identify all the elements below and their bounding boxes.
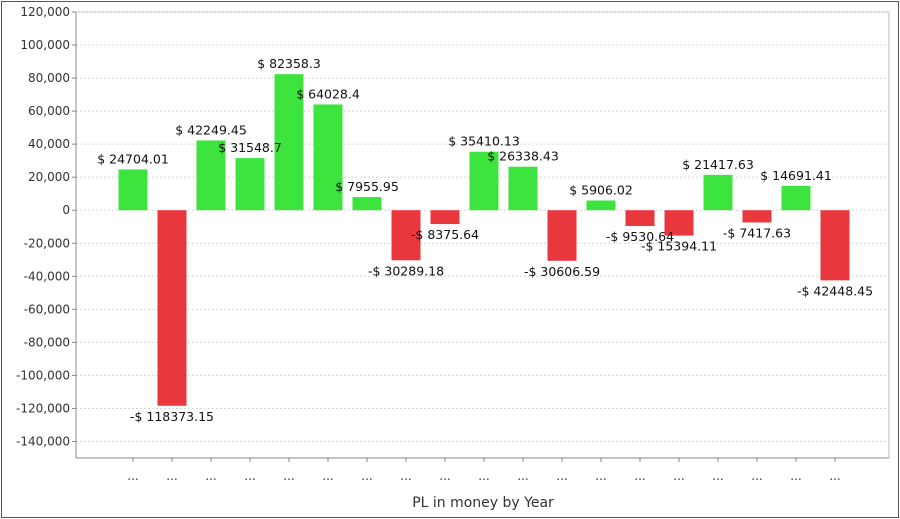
bar-value-label: $ 82358.3 [257,56,321,71]
bar [820,210,850,281]
bar-value-label: -$ 118373.15 [130,409,214,424]
x-tick-label: ... [712,469,723,483]
y-tick-label: 100,000 [20,38,70,52]
y-tick-label: 0 [62,203,70,217]
y-tick-label: 60,000 [28,104,70,118]
bar-value-label: -$ 42448.45 [797,283,873,298]
y-tick-label: 120,000 [20,5,70,19]
bar-value-label: $ 26338.43 [487,149,559,164]
x-tick-label: ... [283,469,294,483]
bar [274,74,304,211]
bar [313,104,343,211]
x-tick-label: ... [322,469,333,483]
x-tick-label: ... [634,469,645,483]
bar-value-label: -$ 30606.59 [524,264,600,279]
bar-value-label: $ 31548.7 [218,140,282,155]
bar [664,210,694,236]
bars [118,74,850,406]
bar-value-label: $ 24704.01 [97,151,169,166]
y-tick-label: 80,000 [28,71,70,85]
bar [157,210,187,406]
x-tick-label: ... [361,469,372,483]
x-tick-label: ... [673,469,684,483]
y-tick-label: -120,000 [16,401,70,415]
bar-value-label: $ 14691.41 [760,168,832,183]
bar [625,210,655,226]
bar-value-label: $ 7955.95 [335,179,399,194]
x-axis-title: PL in money by Year [412,495,554,511]
bar-value-label: $ 64028.4 [296,86,360,101]
y-tick-label: -40,000 [24,269,70,283]
bar-value-label: -$ 15394.11 [641,239,717,254]
data-labels: $ 24704.01 -$ 118373.15 $ 42249.45 $ 31548.… [97,56,873,424]
x-tick-label: ... [244,469,255,483]
bar-value-label: $ 21417.63 [682,157,754,172]
x-tick-label: ... [790,469,801,483]
x-tick-label: ... [478,469,489,483]
bar [508,166,538,211]
bar-value-label: -$ 9530.64 [606,229,674,244]
y-tick-label: -20,000 [24,236,70,250]
x-tick-label: ... [517,469,528,483]
bar [235,158,265,211]
x-tick-label: ... [751,469,762,483]
bar [352,197,382,211]
bar-value-label: -$ 30289.18 [368,263,444,278]
x-tick-label: ... [205,469,216,483]
y-tick-label: -100,000 [16,368,70,382]
bar-value-label: -$ 7417.63 [723,225,791,240]
x-tick-label: ... [400,469,411,483]
x-tick-label: ... [127,469,138,483]
bar [196,140,226,211]
bar-value-label: $ 42249.45 [175,122,247,137]
axes: 120,000 100,000 80,000 60,000 40,000 20,000 0 -… [16,5,889,483]
x-tick-label: ... [166,469,177,483]
y-tick-label: 20,000 [28,170,70,184]
bar [469,151,499,211]
y-tick-label: 40,000 [28,137,70,151]
bar [118,169,148,211]
y-tick-label: -80,000 [24,335,70,349]
bar [586,200,616,211]
bar [703,174,733,211]
bar-value-label: $ 5906.02 [569,182,633,197]
x-tick-label: ... [595,469,606,483]
y-tick-label: -140,000 [16,434,70,448]
x-tick-label: ... [439,469,450,483]
y-tick-label: -60,000 [24,302,70,316]
bar [781,185,811,211]
x-tick-label: ... [556,469,567,483]
bar [430,210,460,225]
bar-value-label: $ 35410.13 [448,134,520,149]
bar [742,210,772,223]
x-tick-label: ... [829,469,840,483]
bar [547,210,577,261]
bar-value-label: -$ 8375.64 [411,227,479,242]
bar [391,210,421,261]
